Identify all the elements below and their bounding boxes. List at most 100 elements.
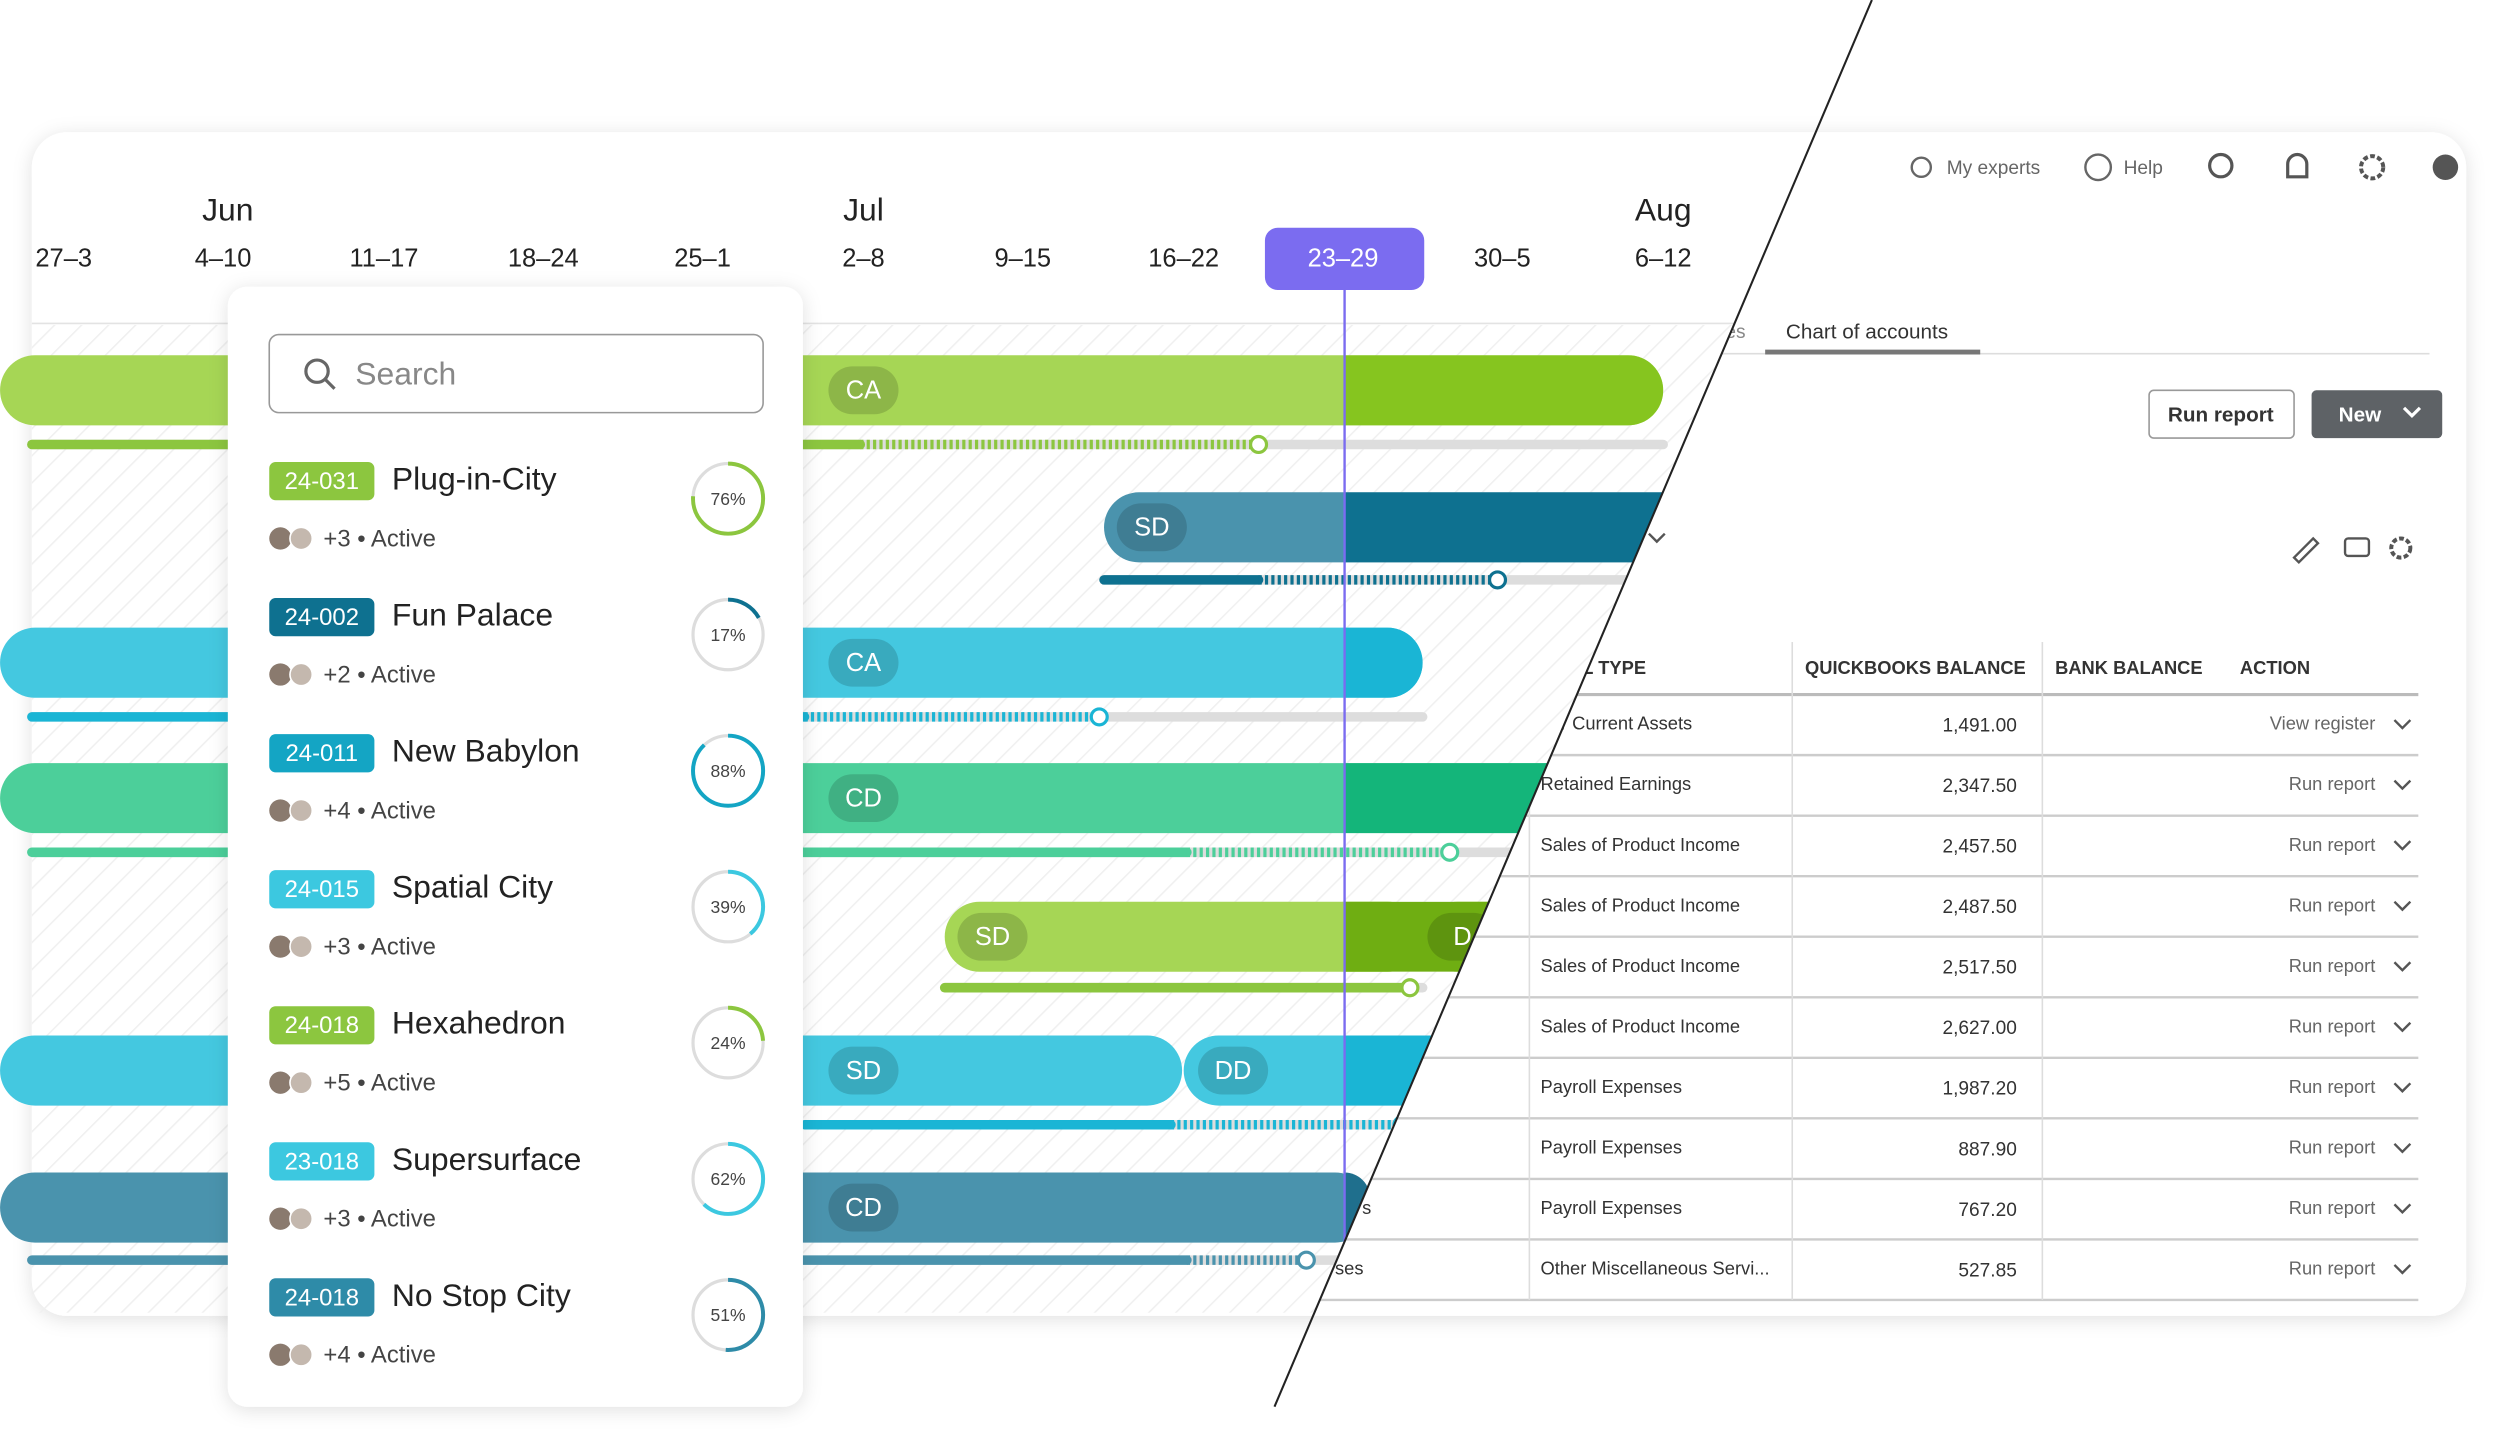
icon-settings[interactable] — [2389, 536, 2413, 560]
cell-action[interactable]: Run report — [2289, 773, 2376, 794]
project-name[interactable]: Fun Palace — [392, 597, 553, 633]
label-pill — [828, 1046, 899, 1095]
cell-balance: 767.20 — [1958, 1200, 2016, 1221]
label-pill — [1198, 1046, 1269, 1095]
chevron — [2393, 1203, 2412, 1215]
cell-account: ses — [1335, 1258, 1364, 1279]
toolbar-link[interactable]: My experts — [1947, 158, 2040, 179]
week: 25–1 — [674, 244, 731, 272]
bar-current — [1345, 628, 1423, 698]
project-meta: +3 • Active — [323, 1206, 436, 1233]
project-list: Search 24-031 Plug-in-City +3 • Active 76% 24… — [227, 286, 803, 1407]
avatar — [269, 1071, 292, 1094]
project-meta: +3 • Active — [323, 934, 436, 961]
icon-bell[interactable] — [2286, 152, 2309, 179]
bar-current — [1345, 355, 1664, 425]
progress-label: 39% — [711, 897, 746, 917]
bar-label: CD — [845, 1194, 882, 1222]
label-pill — [828, 1183, 899, 1232]
cell-action[interactable]: Run report — [2289, 955, 2376, 976]
cell-action[interactable]: Run report — [2289, 1136, 2376, 1157]
week: 30–5 — [1474, 244, 1531, 272]
code-pill[interactable] — [269, 734, 375, 773]
project-name[interactable]: New Babylon — [392, 733, 580, 769]
icon-print[interactable] — [2343, 537, 2371, 558]
project-name[interactable]: Plug-in-City — [392, 461, 557, 497]
cell-balance: 2,457.50 — [1942, 837, 2016, 858]
code-pill[interactable] — [269, 598, 375, 637]
button[interactable] — [2148, 389, 2295, 439]
chevron — [2402, 406, 2422, 419]
avatar — [269, 1207, 292, 1230]
bar-label: D — [1453, 923, 1471, 951]
milestone — [1296, 1250, 1316, 1270]
week: 6–12 — [1635, 244, 1692, 272]
week: 11–17 — [349, 244, 418, 272]
bar-label: SD — [1134, 514, 1169, 542]
project-meta: +5 • Active — [323, 1070, 436, 1097]
cell-balance: 887.90 — [1958, 1139, 2016, 1160]
chevron — [2393, 1264, 2412, 1275]
icon-edit[interactable] — [2292, 536, 2320, 565]
cell-type: Payroll Expenses — [1541, 1136, 1682, 1157]
label-pill — [957, 912, 1028, 961]
chevron — [2393, 1082, 2412, 1093]
code-pill[interactable] — [269, 1278, 375, 1317]
cell-balance: 527.85 — [1958, 1260, 2016, 1281]
cell-balance: 1,491.00 — [1942, 715, 2016, 736]
search-box[interactable] — [268, 333, 764, 414]
search-icon — [323, 378, 336, 390]
project-name[interactable]: Hexahedron — [392, 1005, 566, 1041]
cell-balance: 2,347.50 — [1942, 776, 2016, 797]
milestone — [1487, 570, 1508, 590]
chevron — [2393, 1142, 2412, 1154]
cell-action[interactable]: View register — [2270, 713, 2376, 734]
week[interactable]: 23–29 — [1308, 244, 1379, 272]
week: 16–22 — [1148, 244, 1219, 272]
code-pill[interactable] — [269, 1006, 375, 1045]
label-pill — [1116, 503, 1187, 552]
code-pill[interactable] — [269, 1142, 375, 1181]
project-code: 24-002 — [285, 604, 359, 631]
avatar — [269, 527, 292, 550]
button[interactable] — [2311, 390, 2443, 439]
cell-account: s — [1362, 1197, 1371, 1218]
column-header: IL TYPE — [1577, 657, 1646, 678]
progress-ring — [691, 1005, 766, 1080]
toolbar-link[interactable]: Help — [2124, 158, 2163, 179]
project-name[interactable]: No Stop City — [392, 1277, 571, 1313]
cell-action[interactable]: Run report — [2289, 834, 2376, 855]
week: 18–24 — [508, 244, 579, 272]
divider — [1273, 0, 1873, 1408]
code-pill[interactable] — [269, 461, 375, 501]
tab[interactable]: Chart of accounts — [1786, 320, 1948, 343]
search-icon — [304, 358, 330, 384]
avatar[interactable] — [2432, 154, 2459, 181]
cell-action[interactable]: Run report — [2289, 1258, 2376, 1279]
cell-action[interactable]: Run report — [2289, 1015, 2376, 1036]
week: 9–15 — [994, 244, 1051, 272]
chevron — [2393, 961, 2412, 972]
cell-action[interactable]: Run report — [2289, 894, 2376, 915]
bar-label: SD — [846, 1057, 881, 1085]
bar-label: CA — [846, 649, 881, 677]
chevron — [2393, 779, 2412, 791]
month: Jul — [843, 191, 884, 227]
icon-search[interactable] — [2208, 152, 2234, 179]
project-name[interactable]: Supersurface — [392, 1141, 581, 1177]
cell-action[interactable]: Run report — [2289, 1076, 2376, 1097]
cell-action[interactable]: Run report — [2289, 1197, 2376, 1218]
cell-type: ner Current Assets — [1541, 713, 1693, 734]
progress-ring — [691, 869, 766, 944]
label-pill — [828, 638, 899, 687]
project-meta: +4 • Active — [323, 1342, 436, 1369]
progress-label: 24% — [711, 1033, 746, 1053]
cell-type: Retained Earnings — [1541, 773, 1692, 794]
cell-type: Payroll Expenses — [1541, 1076, 1682, 1097]
progress-label: 17% — [711, 625, 746, 645]
project-name[interactable]: Spatial City — [392, 869, 553, 905]
bar — [944, 901, 1423, 972]
progress-ring — [691, 597, 766, 672]
icon-help — [2084, 153, 2113, 182]
code-pill[interactable] — [269, 870, 375, 909]
